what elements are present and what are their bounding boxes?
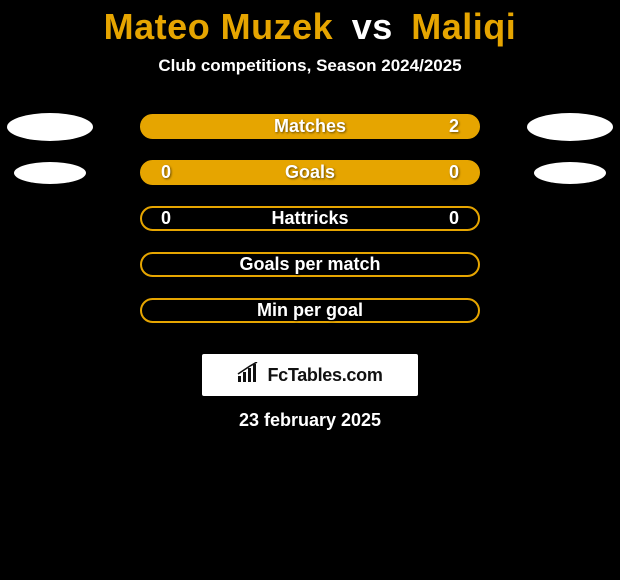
stat-value-left: 0: [146, 206, 186, 231]
page-title: Mateo Muzek vs Maliqi: [0, 0, 620, 48]
subtitle: Club competitions, Season 2024/2025: [0, 56, 620, 76]
stat-bar: Goals per match: [140, 252, 480, 277]
date-label: 23 february 2025: [0, 410, 620, 431]
stat-row: Hattricks0 0: [0, 196, 620, 242]
stat-label: Goals: [140, 160, 480, 185]
player-image-right: [520, 104, 620, 150]
player-image-left: [0, 150, 100, 196]
avatar: [534, 162, 606, 184]
player-image-left: [0, 104, 100, 150]
avatar: [7, 113, 93, 141]
title-vs: vs: [352, 6, 393, 47]
chart-bars-icon: [237, 362, 261, 389]
player-image-right: [520, 150, 620, 196]
stat-bar: Hattricks0 0: [140, 206, 480, 231]
title-player-2: Maliqi: [411, 6, 516, 47]
stat-bar: Min per goal: [140, 298, 480, 323]
stat-value-right: 0: [434, 160, 474, 185]
fctables-logo: FcTables.com: [202, 354, 418, 396]
stat-label: Goals per match: [140, 252, 480, 277]
stat-row: Goals per match: [0, 242, 620, 288]
stat-value-right: 2: [434, 114, 474, 139]
stat-label: Matches: [140, 114, 480, 139]
stat-bar: Matches2: [140, 114, 480, 139]
avatar: [14, 162, 86, 184]
stat-label: Min per goal: [140, 298, 480, 323]
stat-value-left: 0: [146, 160, 186, 185]
stat-bar: Goals0 0: [140, 160, 480, 185]
stat-row: Goals0 0: [0, 150, 620, 196]
stat-rows: Matches2Goals00Hattricks00Goals per matc…: [0, 104, 620, 334]
stat-row: Min per goal: [0, 288, 620, 334]
stat-label: Hattricks: [140, 206, 480, 231]
title-player-1: Mateo Muzek: [104, 6, 334, 47]
stat-value-right: 0: [434, 206, 474, 231]
avatar: [527, 113, 613, 141]
stat-row: Matches2: [0, 104, 620, 150]
fctables-logo-text: FcTables.com: [267, 365, 382, 386]
comparison-infographic: Mateo Muzek vs Maliqi Club competitions,…: [0, 0, 620, 580]
